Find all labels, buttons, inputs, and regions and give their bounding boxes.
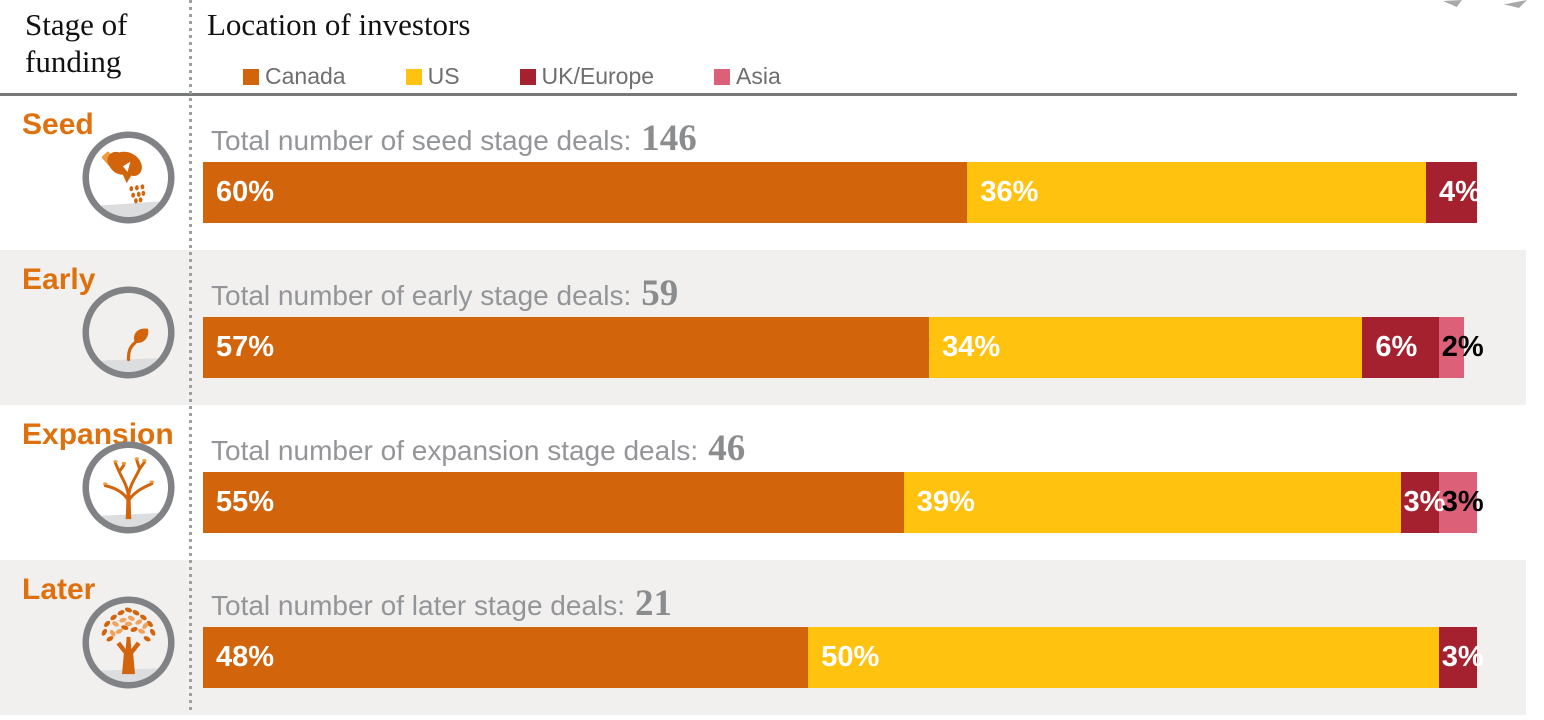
- bar-segment-uk-europe: 3%: [1400, 472, 1445, 533]
- caption-text: Total number of later stage deals:: [211, 590, 626, 621]
- legend-item-uk-europe: UK/Europe: [519, 63, 655, 90]
- stage-label-seed: Seed: [22, 108, 94, 141]
- legend-label: Canada: [265, 63, 346, 89]
- canada-swatch-icon: [243, 68, 259, 85]
- caption-text: Total number of seed stage deals:: [211, 125, 632, 156]
- total-deals-value: 146: [641, 118, 697, 159]
- stage-row-seed: Seed Total number of seed stage deals: 1…: [0, 95, 1526, 250]
- bar-segment-us: 36%: [967, 162, 1427, 223]
- legend-label: UK/Europe: [541, 63, 655, 89]
- uk-europe-swatch-icon: [519, 68, 536, 85]
- row-caption: Total number of seed stage deals: 146: [211, 117, 697, 160]
- mature-tree-icon: [82, 596, 175, 689]
- row-caption: Total number of early stage deals: 59: [211, 272, 678, 315]
- bar-segment-canada: 60%: [203, 162, 968, 223]
- stage-column-divider: [189, 0, 192, 712]
- young-tree-icon: [82, 441, 175, 534]
- stacked-bar-later: 48% 50% 3%: [203, 627, 1484, 688]
- legend-label: US: [427, 63, 460, 89]
- bar-segment-us: 39%: [903, 472, 1401, 533]
- stage-row-later: Later: [0, 560, 1526, 715]
- stage-row-early: Early Total number of early stage deals:…: [0, 250, 1526, 405]
- stacked-bar-seed: 60% 36% 4%: [203, 162, 1481, 223]
- caption-text: Total number of expansion stage deals:: [211, 435, 699, 466]
- bar-segment-us: 34%: [929, 317, 1363, 378]
- us-swatch-icon: [405, 68, 422, 85]
- bar-segment-asia: 3%: [1438, 472, 1484, 533]
- bar-segment-asia: 2%: [1438, 317, 1484, 378]
- bar-segment-uk-europe: 6%: [1362, 317, 1439, 378]
- stacked-bar-early: 57% 34% 6% 2%: [203, 317, 1484, 378]
- location-of-investors-title: Location of investors: [207, 7, 471, 42]
- bar-segment-canada: 55%: [203, 472, 904, 533]
- row-caption: Total number of expansion stage deals: 4…: [211, 427, 745, 470]
- row-caption: Total number of later stage deals: 21: [211, 582, 672, 625]
- cropped-decoration-icon: [1504, 0, 1527, 8]
- stage-label-early: Early: [22, 263, 96, 296]
- legend: Canada US UK/Europe Asia: [243, 63, 781, 90]
- asia-swatch-icon: [714, 68, 731, 85]
- total-deals-value: 59: [641, 273, 679, 314]
- stage-label-expansion: Expansion: [22, 418, 174, 451]
- stage-row-expansion: Expansion Total: [0, 405, 1526, 560]
- total-deals-value: 46: [708, 428, 746, 469]
- bar-segment-us: 50%: [808, 627, 1439, 688]
- cropped-decoration-icon: [1443, 0, 1462, 7]
- bar-segment-uk-europe: 3%: [1438, 627, 1484, 688]
- bar-segment-canada: 48%: [203, 627, 809, 688]
- header-divider-line: [0, 93, 1517, 96]
- stage-of-funding-title: Stage of funding: [25, 7, 128, 80]
- total-deals-value: 21: [635, 583, 673, 624]
- sprout-icon: [82, 286, 175, 379]
- legend-label: Asia: [736, 63, 781, 89]
- legend-item-us: US: [405, 63, 460, 90]
- stage-label-later: Later: [22, 573, 96, 606]
- stacked-bar-expansion: 55% 39% 3% 3%: [203, 472, 1484, 533]
- bar-segment-uk-europe: 4%: [1426, 162, 1481, 223]
- hand-sowing-seeds-icon: [82, 131, 175, 224]
- caption-text: Total number of early stage deals:: [211, 280, 632, 311]
- legend-item-asia: Asia: [714, 63, 781, 90]
- legend-item-canada: Canada: [243, 63, 346, 90]
- bar-segment-canada: 57%: [203, 317, 930, 378]
